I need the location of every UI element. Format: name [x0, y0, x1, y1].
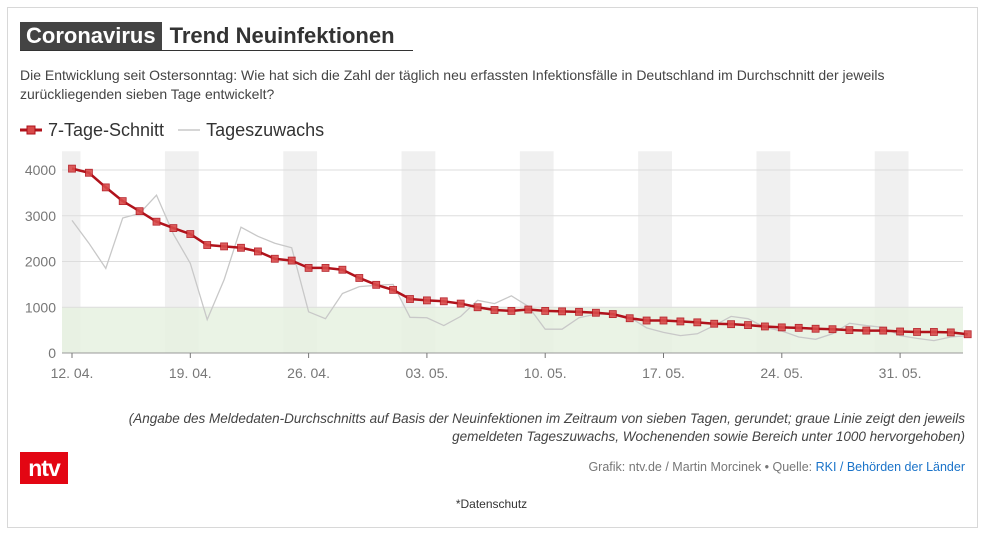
credit-text: Grafik: ntv.de / Martin Morcinek • Quell…	[588, 460, 816, 474]
x-tick-label: 24. 05.	[760, 365, 803, 381]
legend-swatch-daily	[178, 129, 201, 131]
x-axis: 12. 04. 19. 04. 26. 04. 03. 05. 10. 05. 17. 0…	[51, 353, 922, 381]
avg-point	[389, 285, 398, 294]
avg-point	[896, 327, 904, 336]
footnote: (Angabe des Meldedaten-Durchschnitts auf…	[20, 410, 965, 446]
source-link[interactable]: RKI / Behörden der Länder	[815, 460, 965, 474]
avg-point	[270, 254, 279, 263]
series-avg	[68, 164, 972, 339]
legend-label-avg: 7-Tage-Schnitt	[48, 119, 165, 140]
avg-point	[237, 243, 245, 252]
avg-point	[558, 307, 566, 316]
legend-item-daily[interactable]: Tageszuwachs	[178, 120, 324, 141]
legend-item-avg[interactable]: 7-Tage-Schnitt	[20, 120, 164, 141]
avg-point	[456, 299, 465, 308]
avg-point	[541, 307, 550, 315]
x-tick-label: 12. 04.	[51, 365, 94, 381]
legend: 7-Tage-Schnitt Tageszuwachs	[20, 119, 338, 141]
avg-point	[439, 297, 448, 306]
legend-label-daily: Tageszuwachs	[206, 119, 325, 140]
y-axis: 0 1000 2000 3000 4000	[25, 162, 56, 361]
weekend-band	[62, 151, 81, 353]
avg-point	[845, 326, 854, 335]
avg-point	[490, 306, 499, 314]
background-bands	[62, 151, 963, 353]
source-credit: Grafik: ntv.de / Martin Morcinek • Quell…	[588, 460, 965, 474]
x-tick-label: 19. 04.	[169, 365, 212, 381]
title-tag: Coronavirus	[20, 22, 162, 50]
chart-header: Coronavirus Trend Neuinfektionen	[20, 22, 413, 51]
legend-swatch-avg	[20, 125, 42, 135]
avg-point	[625, 314, 634, 323]
avg-point	[287, 256, 296, 265]
x-tick-label: 26. 04.	[287, 365, 330, 381]
x-tick-label: 17. 05.	[642, 365, 685, 381]
avg-point	[101, 183, 110, 192]
avg-point	[710, 319, 719, 328]
avg-point	[592, 308, 600, 317]
avg-point	[220, 242, 229, 251]
y-tick-label: 1000	[25, 299, 56, 315]
avg-point	[777, 323, 786, 332]
y-tick-label: 4000	[25, 162, 56, 178]
graphic-frame	[7, 7, 978, 528]
avg-point	[372, 280, 381, 289]
avg-point	[930, 328, 938, 336]
avg-point	[794, 323, 803, 332]
avg-point	[135, 207, 144, 216]
x-tick-label: 31. 05.	[879, 365, 922, 381]
avg-point	[879, 326, 888, 335]
ntv-logo: ntv	[20, 452, 68, 484]
y-tick-label: 2000	[25, 254, 56, 270]
avg-point	[406, 295, 414, 303]
avg-point	[422, 296, 431, 305]
avg-point	[321, 264, 330, 272]
avg-point	[659, 316, 668, 325]
avg-point	[169, 224, 178, 233]
daily-line	[71, 193, 968, 342]
y-tick-label: 3000	[25, 208, 56, 224]
avg-point	[761, 322, 769, 331]
chart-title: Trend Neuinfektionen	[169, 23, 395, 48]
avg-point	[68, 164, 76, 173]
avg-point	[608, 310, 617, 319]
chart-subtitle: Die Entwicklung seit Ostersonntag: Wie h…	[20, 67, 885, 102]
avg-point	[693, 318, 702, 327]
avg-point	[304, 264, 313, 272]
avg-point	[963, 330, 972, 339]
avg-point	[85, 168, 93, 177]
avg-point	[828, 325, 837, 334]
x-tick-label: 03. 05.	[405, 365, 448, 381]
avg-point	[744, 321, 752, 329]
avg-point	[473, 303, 482, 312]
avg-point	[338, 265, 347, 274]
series-daily	[71, 193, 968, 342]
avg-point	[186, 230, 195, 238]
y-tick-label: 0	[48, 345, 56, 361]
avg-point	[676, 317, 685, 326]
avg-point	[253, 247, 262, 256]
footnote-line-2: gemeldeten Tageszuwachs, Wochenenden sow…	[452, 429, 965, 444]
avg-point	[355, 274, 364, 282]
footnote-line-1: (Angabe des Meldedaten-Durchschnitts auf…	[128, 411, 965, 426]
avg-point	[575, 307, 583, 316]
avg-point	[946, 328, 955, 337]
avg-point	[118, 197, 127, 206]
avg-point	[811, 324, 820, 333]
avg-point	[913, 328, 921, 336]
avg-point	[152, 217, 161, 226]
avg-point	[524, 305, 533, 314]
x-tick-label: 10. 05.	[524, 365, 567, 381]
line-chart: 0 1000 2000 3000 4000 12. 04. 19. 04. 26. 04. 0…	[25, 151, 972, 381]
avg-point	[507, 307, 516, 315]
avg-point	[642, 316, 651, 325]
avg-point	[862, 326, 871, 335]
avg-point	[203, 241, 212, 249]
privacy-link[interactable]: *Datenschutz	[455, 497, 528, 511]
avg-point	[727, 320, 735, 329]
